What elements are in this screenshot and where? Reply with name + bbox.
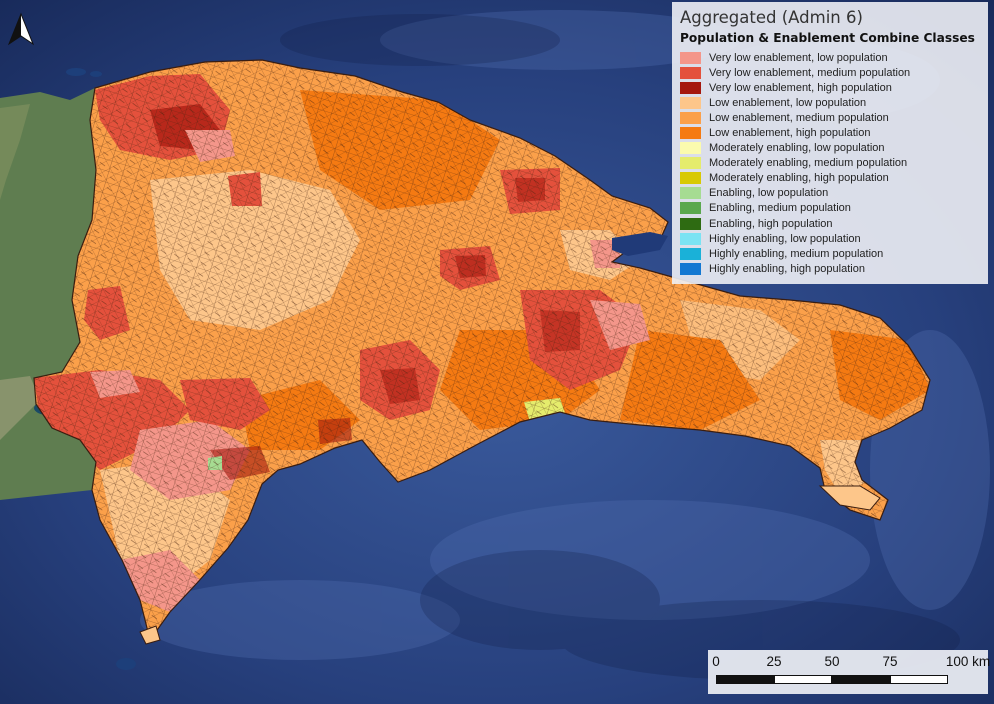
legend-item: Very low enablement, low population [680,50,980,65]
legend-item: Enabling, low population [680,186,980,201]
legend-item-label: Low enablement, medium population [709,111,889,124]
legend-item: Enabling, medium population [680,201,980,216]
scale-segment [832,675,890,684]
scale-label: 75 [882,654,898,669]
legend-swatch [680,232,701,245]
legend-item: Highly enabling, high population [680,261,980,276]
north-arrow-icon [7,12,35,46]
legend-item: Low enablement, high population [680,125,980,140]
legend-swatch [680,262,701,275]
legend-swatch [680,51,701,64]
legend-item-label: Moderately enabling, low population [709,142,885,155]
legend-item: Very low enablement, high population [680,80,980,95]
legend-item: Low enablement, medium population [680,110,980,125]
scale-label: 25 [766,654,782,669]
legend-item-label: Highly enabling, low population [709,232,861,245]
legend-item-label: Highly enabling, high population [709,262,865,275]
legend-swatch [680,217,701,230]
legend-item-label: Low enablement, low population [709,96,867,109]
legend-item-label: Enabling, medium population [709,202,851,215]
legend-swatch [680,81,701,94]
legend-swatch [680,247,701,260]
legend-swatch [680,111,701,124]
saona-island [818,485,881,511]
legend-item-label: Low enablement, high population [709,127,871,140]
legend-title: Aggregated (Admin 6) [680,8,863,27]
legend-swatch [680,142,701,155]
legend-item-label: Very low enablement, low population [709,51,888,64]
legend-item: Moderately enabling, high population [680,171,980,186]
legend-item-label: Enabling, high population [709,217,833,230]
legend-swatch [680,172,701,185]
samana-bay [612,232,668,256]
legend-item-label: Very low enablement, high population [709,81,892,94]
scale-label: 50 [824,654,840,669]
legend-item: Highly enabling, medium population [680,246,980,261]
legend-item-label: Enabling, low population [709,187,829,200]
scale-segment [774,675,832,684]
legend-items: Very low enablement, low population Very … [680,50,980,276]
legend-item-label: Moderately enabling, medium population [709,157,908,170]
legend-swatch [680,157,701,170]
legend-item-label: Highly enabling, medium population [709,247,884,260]
scale-label: 100 km [945,654,991,669]
legend-subtitle: Population & Enablement Combine Classes [680,31,975,45]
legend-item-label: Moderately enabling, high population [709,172,889,185]
legend-item: Very low enablement, medium population [680,65,980,80]
legend-item: Enabling, high population [680,216,980,231]
legend-item: Moderately enabling, medium population [680,156,980,171]
legend-swatch [680,187,701,200]
map-legend: Aggregated (Admin 6) Population & Enable… [672,2,988,284]
legend-item: Low enablement, low population [680,95,980,110]
legend-swatch [680,127,701,140]
legend-item: Moderately enabling, low population [680,141,980,156]
scale-segment [890,675,948,684]
legend-item: Highly enabling, low population [680,231,980,246]
legend-swatch [680,66,701,79]
legend-item-label: Very low enablement, medium population [709,66,911,79]
scale-segment [716,675,774,684]
legend-swatch [680,202,701,215]
legend-swatch [680,96,701,109]
scale-bar: 0 25 50 75 100 km [708,650,991,694]
scale-label: 0 [712,654,720,669]
